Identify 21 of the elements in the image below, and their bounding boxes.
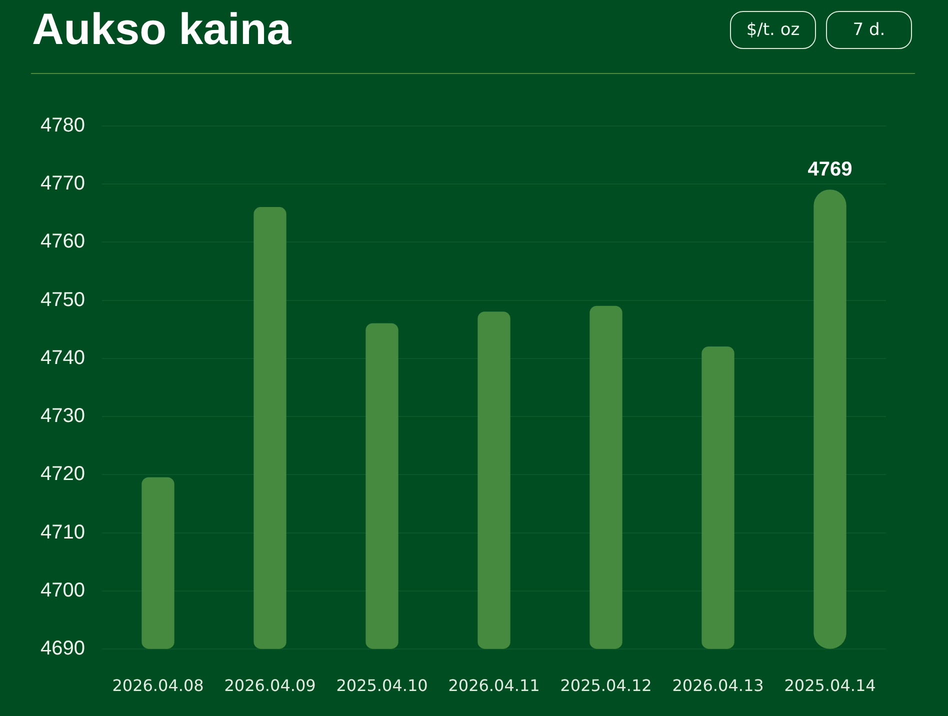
y-tick-label: 4720 [40, 463, 85, 486]
y-tick-label: 4760 [40, 230, 85, 253]
y-tick-label: 4690 [40, 638, 85, 660]
x-tick-label: 2025.04.12 [560, 676, 652, 695]
x-tick-label: 2026.04.08 [112, 676, 204, 695]
y-tick-label: 4740 [40, 346, 85, 369]
chart-title: Aukso kaina [32, 4, 292, 56]
y-tick-label: 4710 [40, 521, 85, 544]
y-tick-label: 4770 [40, 172, 85, 195]
x-tick-label: 2025.04.14 [784, 676, 876, 695]
x-tick-label: 2026.04.09 [224, 676, 316, 695]
x-tick-label: 2026.04.13 [672, 676, 764, 695]
y-tick-label: 4730 [40, 405, 85, 428]
y-tick-label: 4780 [40, 114, 85, 137]
x-tick-label: 2026.04.11 [448, 676, 540, 695]
y-tick-label: 4750 [40, 288, 85, 311]
y-tick-label: 4700 [40, 579, 85, 602]
unit-button: $/t. oz [730, 11, 816, 49]
data-label: 4769 [808, 158, 852, 180]
period-button: 7 d. [826, 11, 912, 49]
x-tick-label: 2025.04.10 [336, 676, 428, 695]
